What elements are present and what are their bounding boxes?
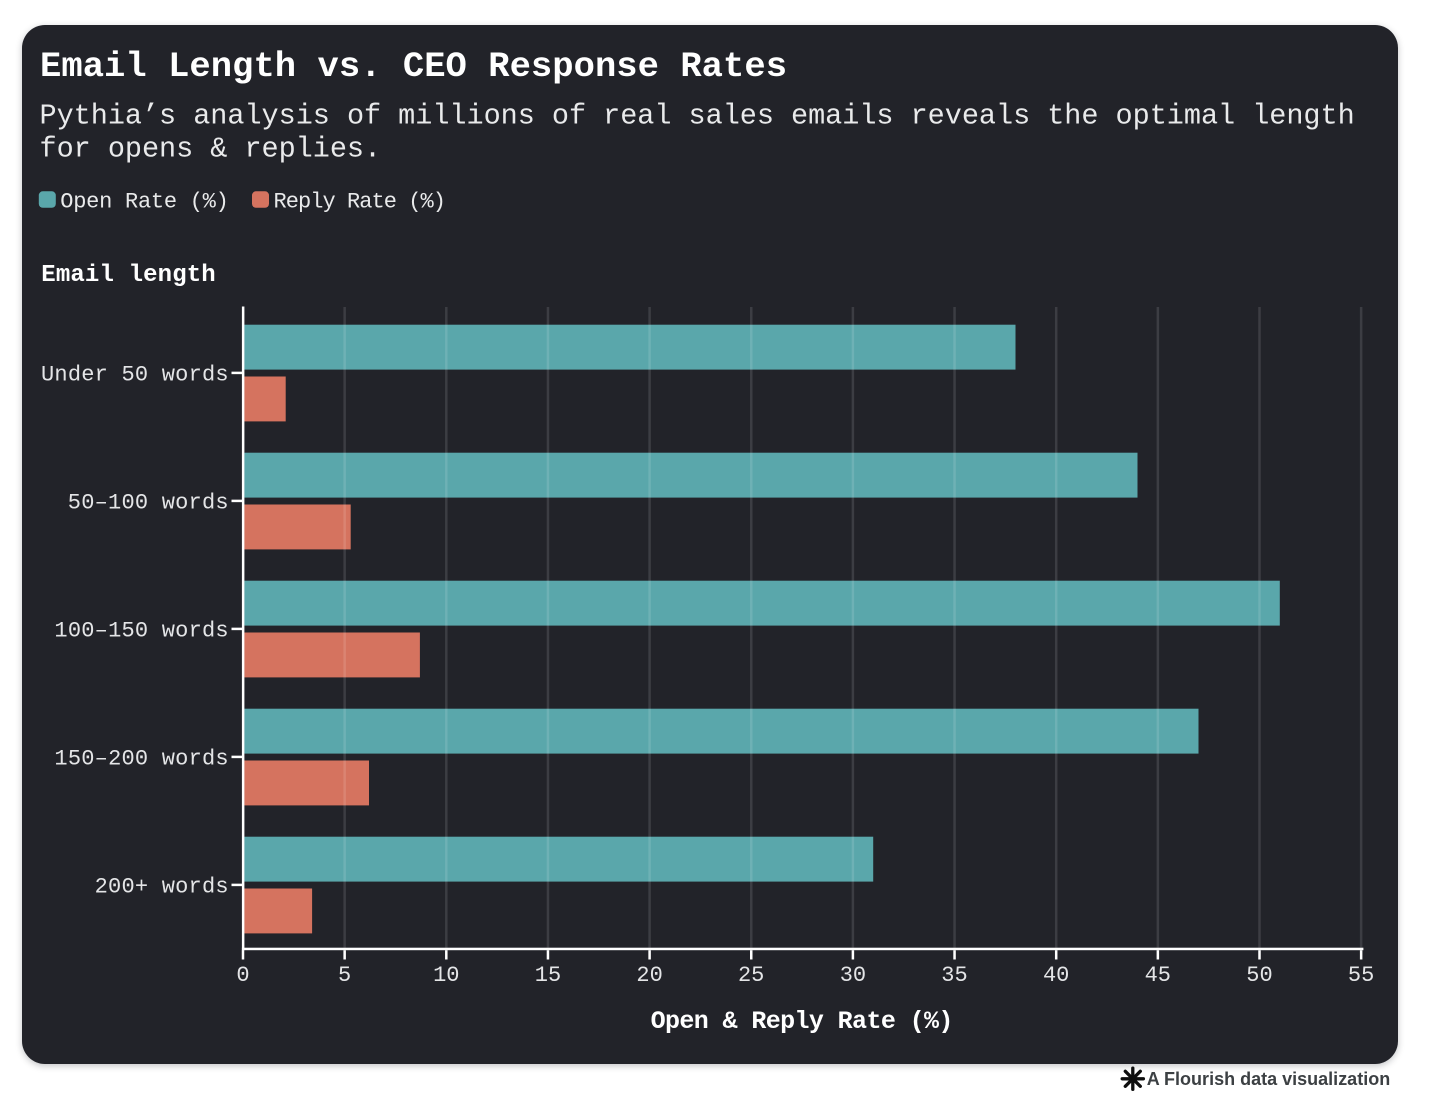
svg-text:55: 55 [1348, 963, 1374, 988]
svg-text:10: 10 [433, 963, 459, 988]
svg-text:Email Length vs. CEO Response: Email Length vs. CEO Response Rates [40, 46, 787, 87]
svg-text:A Flourish data visualization: A Flourish data visualization [1147, 1069, 1391, 1089]
svg-text:50: 50 [1246, 963, 1272, 988]
svg-text:Open & Reply Rate (%): Open & Reply Rate (%) [651, 1007, 954, 1036]
svg-text:30: 30 [840, 963, 866, 988]
svg-text:35: 35 [941, 963, 967, 988]
svg-text:150–200 words: 150–200 words [54, 747, 228, 772]
svg-text:50–100 words: 50–100 words [68, 491, 229, 516]
svg-text:20: 20 [636, 963, 662, 988]
svg-text:0: 0 [236, 963, 249, 988]
svg-text:for opens & replies.: for opens & replies. [40, 133, 382, 166]
svg-text:Pythia’s analysis of millions: Pythia’s analysis of millions of real sa… [40, 100, 1355, 133]
svg-text:40: 40 [1043, 963, 1069, 988]
svg-text:45: 45 [1145, 963, 1171, 988]
svg-text:15: 15 [535, 963, 561, 988]
svg-text:Email length: Email length [41, 262, 215, 289]
svg-text:100–150 words: 100–150 words [54, 619, 228, 644]
svg-text:200+ words: 200+ words [95, 875, 229, 900]
svg-text:25: 25 [738, 963, 764, 988]
svg-text:Reply Rate (%): Reply Rate (%) [274, 190, 447, 215]
svg-text:Under 50 words: Under 50 words [41, 363, 229, 388]
svg-text:Open Rate (%): Open Rate (%) [60, 190, 229, 215]
svg-text:5: 5 [338, 963, 351, 988]
